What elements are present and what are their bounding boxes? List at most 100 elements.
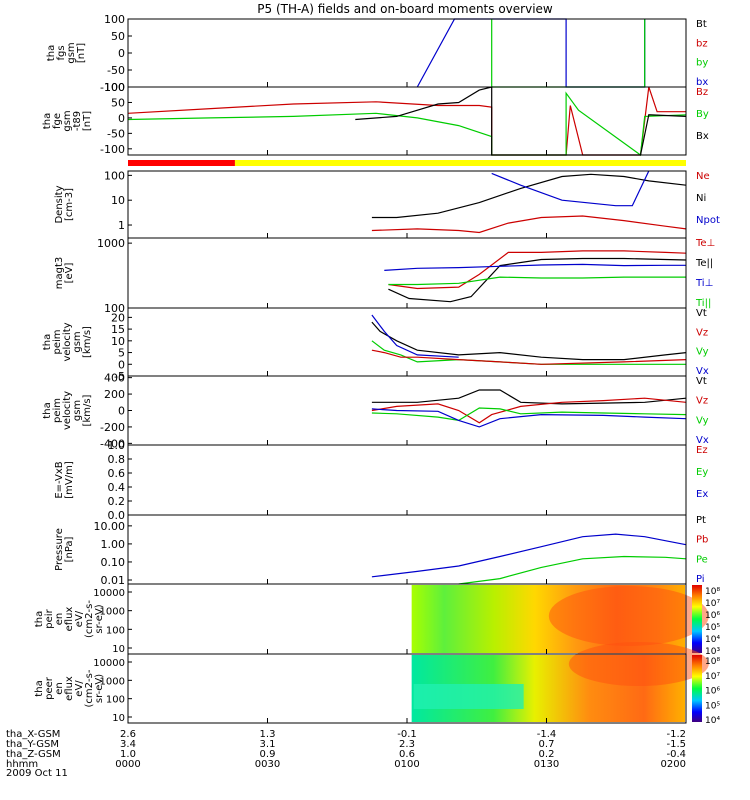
y-tick-label: 1000 <box>100 607 125 618</box>
y-tick-label: 50 <box>111 30 125 43</box>
series-Te|| <box>388 257 687 303</box>
plot-title: P5 (TH-A) fields and on-board moments ov… <box>257 2 553 16</box>
y-tick-label: 1 <box>118 219 125 232</box>
y-tick-label: 400 <box>104 372 125 385</box>
y-tick-label: 0 <box>118 358 125 371</box>
y-axis-label-line: en <box>54 682 65 695</box>
y-axis-label-line: gsm <box>62 110 73 131</box>
y-axis-label-line: sr-eV) <box>94 674 105 703</box>
y-tick-label: 10000 <box>93 588 125 599</box>
y-tick-label: 0.8 <box>108 453 126 466</box>
y-tick-label: -200 <box>100 421 125 434</box>
series-Vz <box>371 397 687 424</box>
y-axis-label-line: tha <box>34 680 45 696</box>
colorbar-label: 10⁸ <box>705 587 720 597</box>
colorbar-label: 10⁶ <box>705 687 720 697</box>
y-tick-label: -100 <box>100 143 125 156</box>
legend-label: Vx <box>696 435 709 446</box>
y-axis-label-line: tha <box>42 402 53 418</box>
y-axis-label-line: eflux <box>64 676 75 701</box>
y-tick-label: 100 <box>104 13 125 26</box>
y-tick-label: 0 <box>118 112 125 125</box>
footer-value: -1.2 <box>666 729 686 740</box>
y-axis-label-line: peer <box>44 676 55 700</box>
y-tick-label: 200 <box>104 388 125 401</box>
legend-label: Bz <box>696 87 708 98</box>
series-Vt <box>371 321 687 361</box>
y-tick-label: 1.0 <box>108 439 126 452</box>
series-bx <box>416 18 646 88</box>
panel-frame <box>127 86 687 156</box>
y-tick-label: 1000 <box>97 237 125 250</box>
footer-value: 0100 <box>394 759 419 770</box>
series-Ti⊥ <box>384 263 686 271</box>
y-axis-label-line: Density <box>54 185 65 223</box>
footer-row-label: hhmm <box>6 759 38 770</box>
y-axis-label: Pressure[nPa] <box>54 528 75 571</box>
legend-label: Te⊥ <box>695 238 715 249</box>
y-axis-label-line: (cm2-s- <box>84 600 95 638</box>
legend-label: Ti|| <box>695 298 711 309</box>
colorbar-label: 10⁴ <box>705 635 720 645</box>
legend-label: Vt <box>696 308 707 319</box>
y-axis-label-line: tha <box>46 45 57 61</box>
y-axis-label-line: eV/ <box>74 610 85 627</box>
series-Npot <box>491 170 650 207</box>
y-tick-label: 100 <box>104 302 125 315</box>
y-axis-label: E=-VxB[mV/m] <box>54 461 75 499</box>
y-axis-label-line: tha <box>34 611 45 627</box>
legend-label: bx <box>696 77 708 88</box>
y-axis-label-line: eflux <box>64 607 75 632</box>
legend-label: Vx <box>696 366 709 377</box>
y-axis-label-line: peim <box>52 329 63 354</box>
y-tick-label: 50 <box>111 96 125 109</box>
series-Vz <box>371 349 687 365</box>
panel-1: 100 50 0 -50 -100 thafgsgsm[nT] Bt bz by bx <box>46 13 708 94</box>
y-tick-label: 20 <box>111 311 125 324</box>
y-tick-label: 0.2 <box>108 495 126 508</box>
panel-4: 1000 100 magt3[eV] Te⊥ Te|| Ti⊥ Ti|| <box>54 237 715 315</box>
y-axis-label: thapeerenefluxeV/(cm2-s-sr-eV) <box>34 669 105 707</box>
y-axis-label-line: tha <box>42 113 53 129</box>
legend-label: Vy <box>696 415 709 426</box>
spectrogram-low-band <box>413 684 524 709</box>
legend-label: Ex <box>696 489 708 500</box>
footer-value: 2.6 <box>120 729 136 740</box>
panel-frame <box>127 18 687 88</box>
y-tick-label: -50 <box>107 127 125 140</box>
footer-value: 3.1 <box>260 739 276 750</box>
y-tick-label: 10 <box>111 194 125 207</box>
panels-layer: 100500-50-100thafgsgsm[nT]Btbzbybx100500… <box>34 13 720 726</box>
colorbar-label: 10⁸ <box>705 657 720 667</box>
series-Bz <box>127 86 686 156</box>
y-axis-label-line: gsm <box>72 331 83 352</box>
legend-label: Pb <box>696 535 708 546</box>
time-axis-labels: tha_X-GSM 2.6 1.3 -0.1 -1.4 -1.2 tha_Y-GSM 3.4 3… <box>6 729 686 770</box>
footer-value: 0.9 <box>260 749 276 760</box>
y-axis-label-line: (cm2-s- <box>84 669 95 707</box>
footer-value: 0130 <box>534 759 559 770</box>
legend-label: Ti⊥ <box>695 278 713 289</box>
footer-row-label: tha_Z-GSM <box>6 749 61 760</box>
y-axis-label-line: fge <box>52 113 63 129</box>
legend-label: Ni <box>696 193 706 204</box>
y-axis-label-line: [nPa] <box>64 536 75 562</box>
panel-10: 10⁸ 10⁷ 10⁶ 10⁵ 10⁴ 10000 1000 100 10 thapeerenef… <box>34 642 720 726</box>
state-bar-red <box>128 160 235 166</box>
panel-frame <box>127 444 687 516</box>
y-tick-label: -50 <box>107 64 125 77</box>
panel-9: 10⁸10⁷10⁶10⁵10⁴10³10000100010010thapeire… <box>34 583 720 657</box>
footer-value: 0.2 <box>539 749 555 760</box>
y-axis-label-line: eV/ <box>74 680 85 697</box>
y-axis-label: Density[cm-3] <box>54 185 75 223</box>
colorbar-label: 10⁵ <box>705 701 720 711</box>
legend-label: bz <box>696 38 708 49</box>
series-Vy <box>371 407 687 422</box>
legend-label: Te|| <box>695 258 713 269</box>
series-Ne <box>371 215 687 234</box>
y-tick-label: 1.00 <box>101 538 126 551</box>
y-tick-label: 0 <box>118 405 125 418</box>
colorbar-label: 10⁷ <box>705 672 720 682</box>
